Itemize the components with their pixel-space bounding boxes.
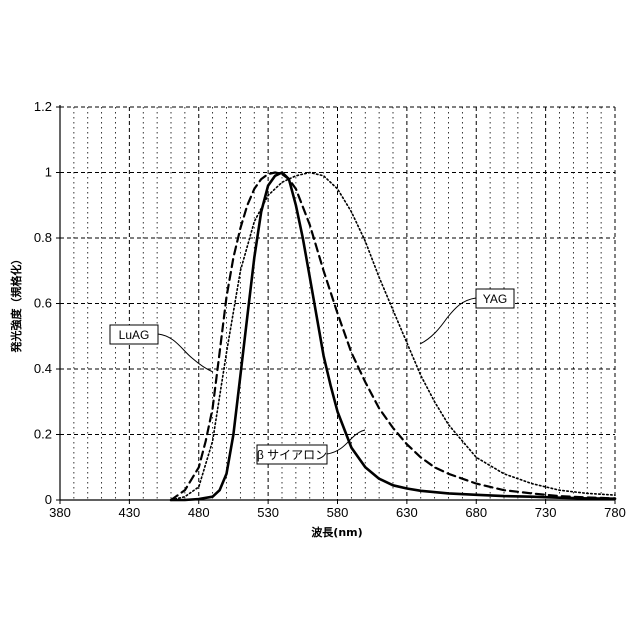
x-tick-label: 630 [396,505,418,520]
series-line-beta-sialon [171,173,615,501]
y-tick-label: 0.2 [34,427,52,442]
y-tick-label: 0.8 [34,230,52,245]
x-tick-label: 380 [49,505,71,520]
series-line-luag [171,173,615,501]
y-axis-label: 発光強度（規格化） [9,254,23,354]
series-line-yag [171,173,615,501]
series-lines [171,173,615,501]
grid-lines [60,107,615,500]
x-tick-label: 680 [465,505,487,520]
callout-leader-luag [158,334,213,372]
callout-label-beta-sialon: β サイアロン [257,448,327,462]
callout-label-yag: YAG [483,292,507,306]
y-tick-labels: 00.20.40.60.811.2 [34,99,52,507]
y-tick-label: 0.6 [34,296,52,311]
x-tick-labels: 380 430 480 530 580 630 680 730 780 [49,505,626,520]
callout-label-luag: LuAG [119,328,150,342]
x-tick-label: 530 [257,505,279,520]
x-tick-label: 580 [327,505,349,520]
x-tick-label: 730 [535,505,557,520]
x-tick-label: 780 [604,505,626,520]
y-tick-label: 0.4 [34,361,52,376]
x-axis-label: 波長(nm) [311,525,362,539]
y-tick-label: 1 [45,165,52,180]
x-tick-label: 480 [188,505,210,520]
x-tick-label: 430 [119,505,141,520]
y-tick-label: 1.2 [34,99,52,114]
callout-leader-yag [420,298,476,344]
axes [56,105,615,504]
